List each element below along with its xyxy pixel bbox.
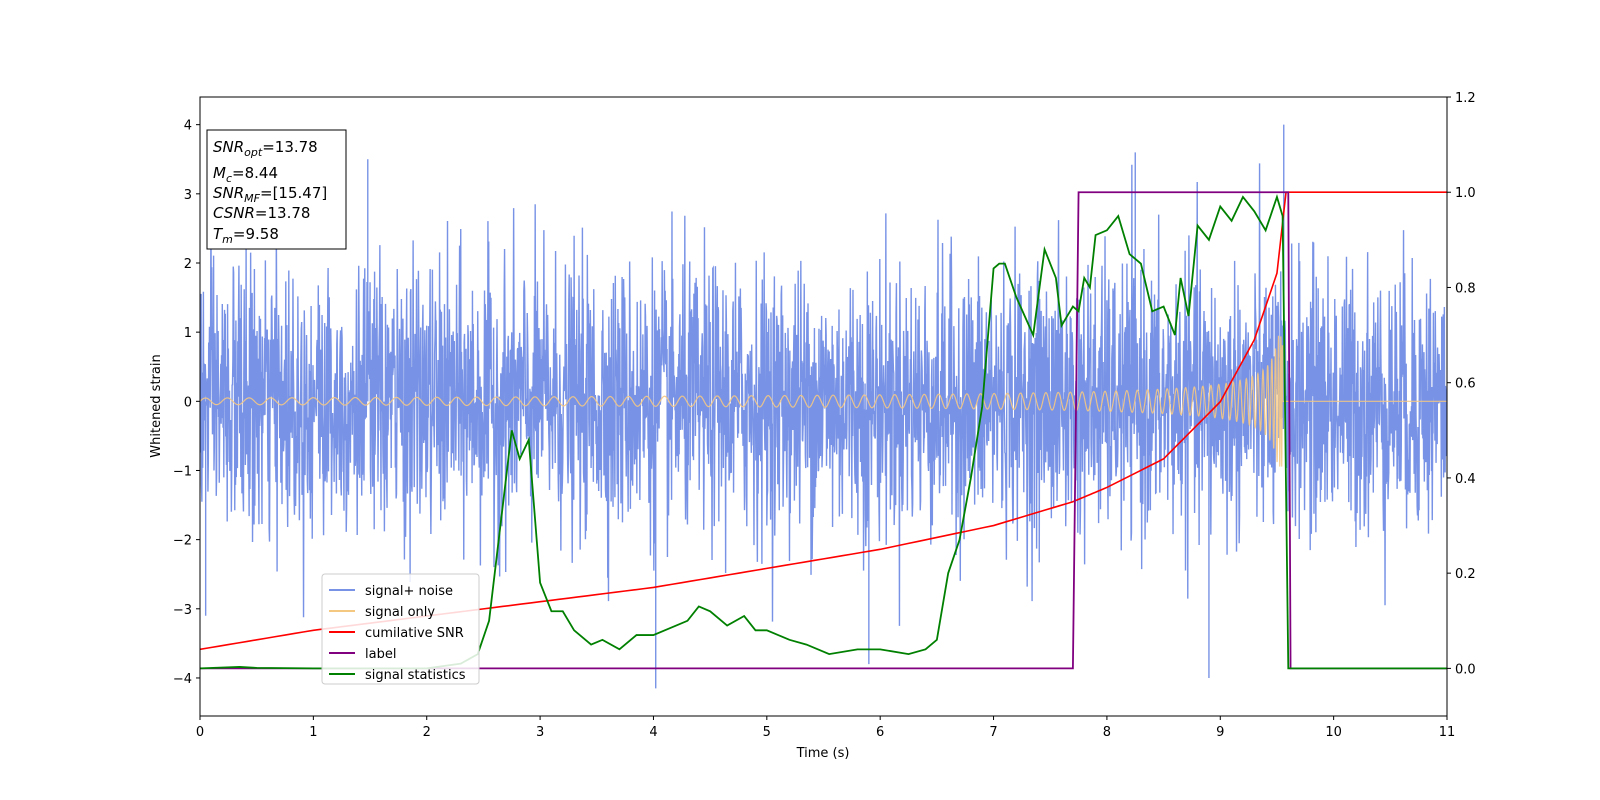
signal-noise-line xyxy=(200,163,1447,626)
y-left-tick-label: 2 xyxy=(184,257,192,272)
annotation-box: SNRopt=13.78 Mc=8.44 SNRMF=[15.47] CSNR=… xyxy=(206,129,347,250)
y-left-tick-label: −1 xyxy=(173,464,192,479)
y-right-tick-label: 1.0 xyxy=(1455,186,1476,201)
annotation-tm: Tm=9.58 xyxy=(213,225,279,246)
x-tick-label: 2 xyxy=(423,725,431,740)
y-left-tick-label: −4 xyxy=(173,672,192,687)
cumulative-snr-line xyxy=(200,191,1447,651)
annotation-csnr: CSNR=13.78 xyxy=(213,204,310,222)
x-axis-label: Time (s) xyxy=(796,746,850,761)
legend-label: cumilative SNR xyxy=(365,626,464,641)
x-tick-label: 8 xyxy=(1103,725,1111,740)
y-right-tick-label: 0.2 xyxy=(1455,567,1476,582)
x-tick-label: 1 xyxy=(309,725,317,740)
plot-frame xyxy=(199,96,1448,717)
y-left-tick-label: 3 xyxy=(184,188,192,203)
x-tick-label: 3 xyxy=(536,725,544,740)
x-tick-label: 5 xyxy=(763,725,771,740)
legend-label: signal+ noise xyxy=(365,584,453,599)
y-right-tick-label: 0.0 xyxy=(1455,662,1476,677)
left-axis-ticks: 4 3 2 1 0 −1 −2 −3 −4 xyxy=(173,119,200,687)
y-left-tick-label: −3 xyxy=(173,603,192,618)
signal-only-line xyxy=(200,335,1447,467)
legend-label: label xyxy=(365,647,396,662)
y-right-tick-label: 0.6 xyxy=(1455,377,1476,392)
x-tick-label: 9 xyxy=(1216,725,1224,740)
plot-area xyxy=(200,124,1447,689)
annotation-mc: Mc=8.44 xyxy=(213,164,278,185)
right-axis-ticks: 1.2 1.0 0.8 0.6 0.4 0.2 0.0 xyxy=(1447,91,1476,677)
signal-statistics-line xyxy=(200,194,1447,670)
legend-label: signal statistics xyxy=(365,668,466,683)
x-tick-label: 4 xyxy=(649,725,657,740)
right-axis-series xyxy=(200,191,1447,670)
y-left-tick-label: 1 xyxy=(184,326,192,341)
x-tick-label: 6 xyxy=(876,725,884,740)
y-left-tick-label: 4 xyxy=(184,119,192,134)
x-tick-label: 10 xyxy=(1325,725,1342,740)
y-right-tick-label: 0.4 xyxy=(1455,472,1476,487)
y-axis-label: Whitened strain xyxy=(149,354,164,457)
y-left-tick-label: −2 xyxy=(173,534,192,549)
annotation-snr-mf: SNRMF=[15.47] xyxy=(213,184,327,205)
x-tick-label: 0 xyxy=(196,725,204,740)
y-left-tick-label: 0 xyxy=(184,395,192,410)
annotation-snr-opt: SNRopt=13.78 xyxy=(213,138,318,159)
x-tick-label: 7 xyxy=(989,725,997,740)
x-tick-label: 11 xyxy=(1439,725,1456,740)
legend: signal+ noise signal only cumilative SNR la… xyxy=(321,573,480,685)
y-right-tick-label: 1.2 xyxy=(1455,91,1476,106)
legend-label: signal only xyxy=(365,605,435,620)
signal-only-series xyxy=(200,335,1447,467)
x-axis-ticks: 0 1 2 3 4 5 6 7 8 9 10 11 xyxy=(196,716,1455,740)
y-right-tick-label: 0.8 xyxy=(1455,281,1476,296)
